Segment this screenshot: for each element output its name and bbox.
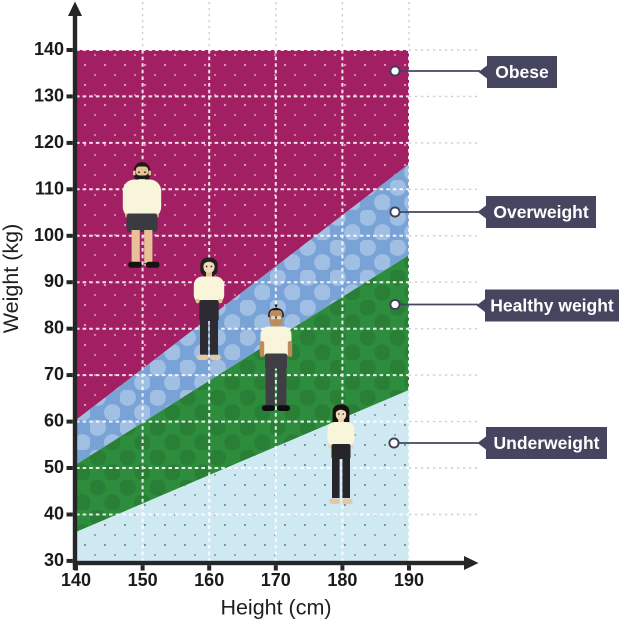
svg-text:140: 140 xyxy=(34,39,64,59)
svg-text:150: 150 xyxy=(128,570,158,590)
svg-text:Overweight: Overweight xyxy=(493,202,588,222)
svg-text:120: 120 xyxy=(34,132,64,152)
svg-text:130: 130 xyxy=(34,85,64,105)
svg-text:190: 190 xyxy=(394,570,424,590)
svg-text:Weight (kg): Weight (kg) xyxy=(0,224,23,334)
svg-text:60: 60 xyxy=(44,411,64,431)
svg-text:170: 170 xyxy=(261,570,291,590)
svg-text:140: 140 xyxy=(61,570,91,590)
svg-text:90: 90 xyxy=(44,271,64,291)
svg-text:Height (cm): Height (cm) xyxy=(220,596,331,620)
svg-text:180: 180 xyxy=(327,570,357,590)
svg-text:40: 40 xyxy=(44,504,64,524)
svg-text:Underweight: Underweight xyxy=(494,433,600,453)
svg-text:80: 80 xyxy=(44,318,64,338)
svg-text:70: 70 xyxy=(44,364,64,384)
svg-text:100: 100 xyxy=(34,225,64,245)
svg-text:30: 30 xyxy=(44,550,64,570)
svg-text:Healthy weight: Healthy weight xyxy=(490,296,614,316)
svg-text:50: 50 xyxy=(44,457,64,477)
svg-text:160: 160 xyxy=(194,570,224,590)
svg-text:110: 110 xyxy=(35,178,64,198)
svg-text:Obese: Obese xyxy=(495,62,549,82)
